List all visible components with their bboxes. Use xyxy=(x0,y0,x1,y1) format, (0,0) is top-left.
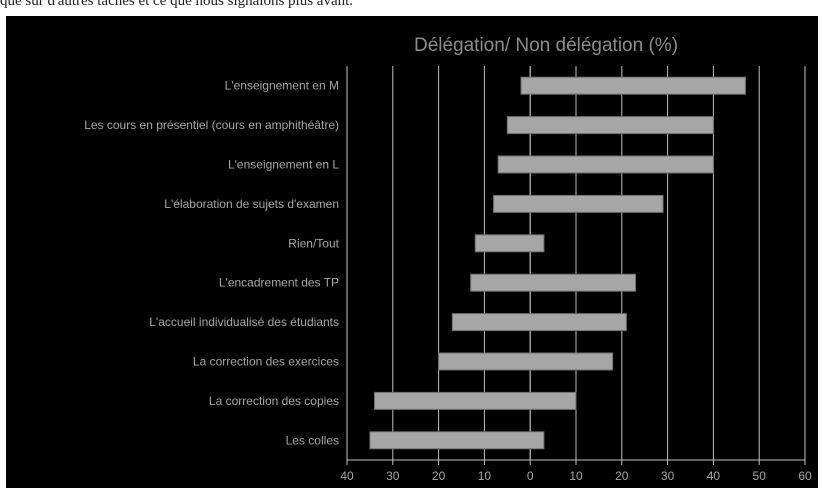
floating-bar-chart: Délégation/ Non délégation (%) L'enseign… xyxy=(84,35,812,483)
bar xyxy=(369,431,545,450)
x-tick-label: 10 xyxy=(478,469,492,483)
category-label: L'encadrement des TP xyxy=(219,276,339,290)
x-tick-label: 30 xyxy=(661,469,675,483)
x-tick-label: 60 xyxy=(798,469,812,483)
category-label: Les cours en présentiel (cours en amphit… xyxy=(84,118,339,132)
bar xyxy=(451,313,627,332)
page-top-text: que sur d'autres tâches et ce que nous s… xyxy=(0,0,354,9)
category-label: La correction des copies xyxy=(209,394,339,408)
x-tick-label: 20 xyxy=(432,469,446,483)
x-axis-ticks: 40 30 20 10 0 10 20 30 40 50 60 xyxy=(340,459,812,483)
bar xyxy=(470,273,637,292)
category-label: La correction des exercices xyxy=(193,355,339,369)
category-label: L'accueil individualisé des étudiants xyxy=(149,315,339,329)
chart-panel: Délégation/ Non délégation (%) L'enseign… xyxy=(6,16,818,488)
bar xyxy=(520,76,746,95)
x-tick-label: 40 xyxy=(707,469,721,483)
chart-title: Délégation/ Non délégation (%) xyxy=(414,35,678,56)
bar xyxy=(497,155,714,174)
x-tick-label: 0 xyxy=(527,469,534,483)
x-tick-label: 20 xyxy=(615,469,629,483)
bar xyxy=(474,234,545,253)
category-label: Rien/Tout xyxy=(288,236,339,250)
category-label: L'enseignement en M xyxy=(225,79,339,93)
bar xyxy=(373,391,577,410)
category-label: L'élaboration de sujets d'examen xyxy=(164,197,339,211)
bars xyxy=(369,76,746,450)
x-tick-label: 40 xyxy=(340,469,354,483)
category-label: Les colles xyxy=(286,433,339,447)
category-label: L'enseignement en L xyxy=(228,158,339,172)
x-tick-label: 30 xyxy=(386,469,400,483)
bar xyxy=(506,116,714,135)
category-labels: L'enseignement en M Les cours en présenti… xyxy=(84,79,339,448)
x-tick-label: 50 xyxy=(753,469,767,483)
bar xyxy=(438,352,614,371)
bar xyxy=(493,194,664,213)
x-tick-label: 10 xyxy=(569,469,583,483)
